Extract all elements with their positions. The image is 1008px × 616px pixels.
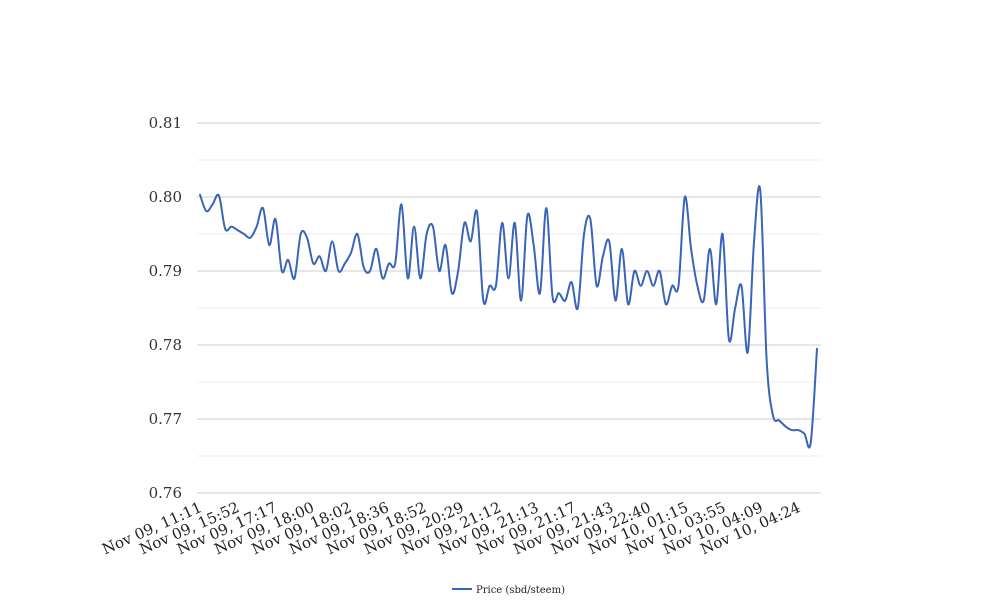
legend[interactable]: Price (sbd/steem) xyxy=(452,585,565,596)
y-tick-label: 0.81 xyxy=(149,114,182,132)
gridlines xyxy=(197,122,821,494)
y-tick-label: 0.80 xyxy=(149,188,182,206)
y-tick-label: 0.77 xyxy=(149,410,182,428)
y-tick-label: 0.79 xyxy=(149,262,182,280)
legend-label: Price (sbd/steem) xyxy=(476,585,565,596)
series-line-price xyxy=(199,185,818,449)
y-axis-ticks: 0.81 0.80 0.79 0.78 0.77 0.76 xyxy=(149,114,182,502)
y-tick-label: 0.76 xyxy=(149,484,182,502)
series-layer xyxy=(199,185,818,449)
y-tick-label: 0.78 xyxy=(149,336,182,354)
